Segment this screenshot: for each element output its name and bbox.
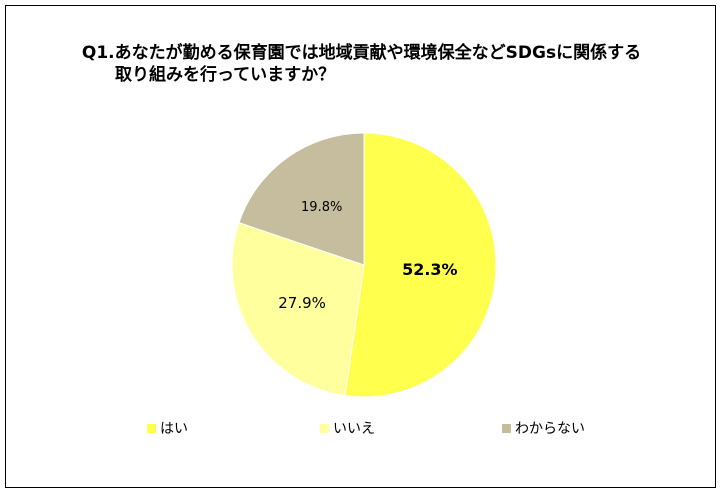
chart-title-line-2: 取り組みを行っていますか？ [115, 65, 336, 85]
pie-slice-1 [231, 222, 365, 397]
legend-label-0: はい [160, 421, 188, 437]
legend-item-0: はい [147, 418, 188, 438]
legend-item-1: いいえ [320, 418, 375, 438]
pie-slice-0 [344, 132, 497, 398]
legend-swatch-0 [147, 423, 156, 433]
legend-swatch-1 [320, 423, 329, 433]
chart-title: Q1.あなたが勤める保育園では地域貢献や環境保全などSDGsに関係する 取り組み… [0, 42, 723, 86]
legend-item-2: わからない [502, 418, 585, 438]
chart-title-line-1: Q1.あなたが勤める保育園では地域貢献や環境保全などSDGsに関係する [81, 43, 642, 63]
data-label-2: 19.8% [301, 200, 342, 215]
data-label-1: 27.9% [278, 294, 326, 312]
pie-slice-2 [238, 132, 365, 266]
legend-label-2: わからない [515, 421, 585, 437]
data-label-0: 52.3% [402, 260, 458, 279]
legend-label-1: いいえ [333, 421, 375, 437]
legend-swatch-2 [502, 423, 511, 433]
chart-legend: はい いいえ わからない [0, 418, 723, 442]
